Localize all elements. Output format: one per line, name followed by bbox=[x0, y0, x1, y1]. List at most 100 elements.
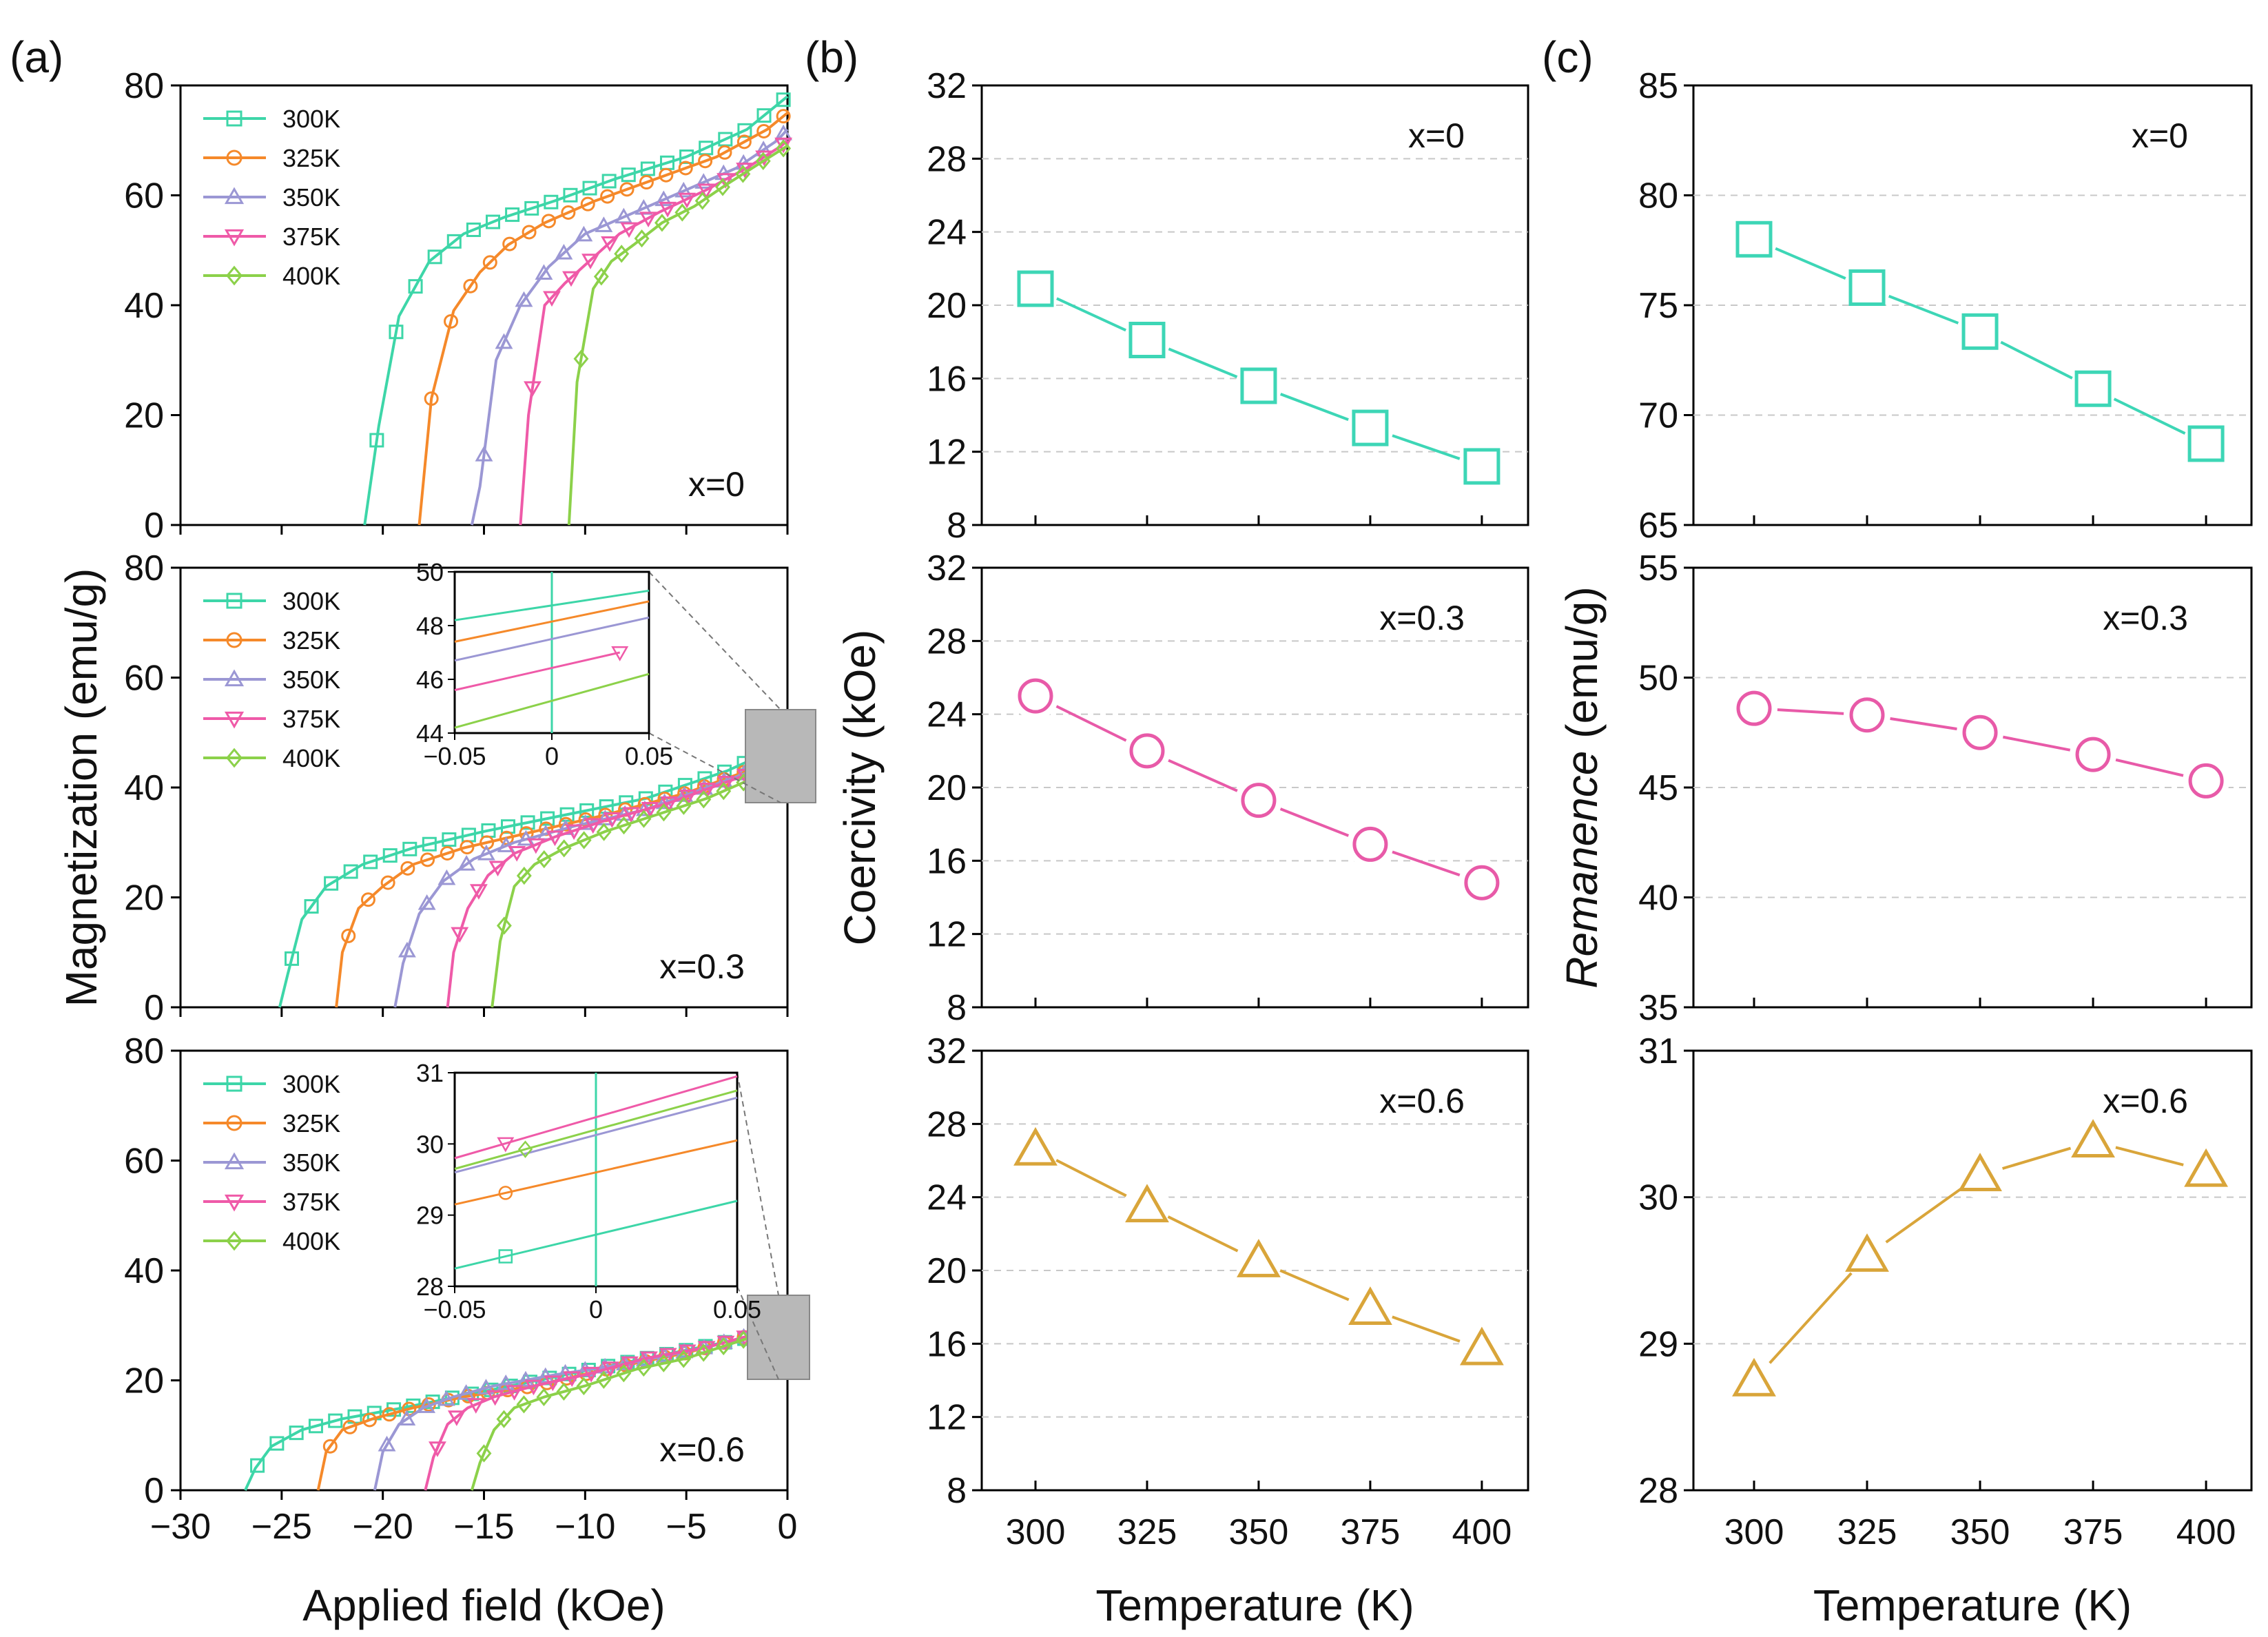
panel-a-0: 0 20 40 60 80 x=0 300K 325K 350K 375K 400K bbox=[124, 66, 793, 546]
y-tick-label: 80 bbox=[124, 548, 164, 588]
y-tick-label: 28 bbox=[927, 621, 967, 661]
inset-data-point-325K bbox=[498, 1186, 513, 1200]
data-point-375K bbox=[526, 838, 545, 854]
composition-label: x=0.6 bbox=[2103, 1082, 2188, 1120]
panel-c-1: 35 40 45 50 55 x=0.3 bbox=[1638, 548, 2253, 1028]
x-axis-label-b: Temperature (K) bbox=[1095, 1581, 1414, 1630]
y-tick-label: 28 bbox=[1638, 1471, 1678, 1511]
data-point-400K bbox=[776, 139, 792, 158]
inset-series-350K bbox=[454, 616, 650, 662]
data-point-300K bbox=[540, 811, 555, 826]
legend-marker bbox=[224, 711, 245, 729]
inset-x-tick-label: −0.05 bbox=[423, 1295, 486, 1324]
data-point-325K bbox=[424, 391, 439, 406]
y-axis-label-a: Magnetization (emu/g) bbox=[56, 568, 106, 1007]
series-line-300K bbox=[278, 742, 788, 1008]
data-point-325K bbox=[360, 892, 375, 907]
legend-label: 325K bbox=[282, 144, 340, 172]
composition-label: x=0 bbox=[1408, 116, 1465, 155]
marker-mask bbox=[2183, 1147, 2230, 1195]
data-point-400K bbox=[755, 152, 771, 170]
legend-label: 350K bbox=[282, 1149, 340, 1177]
data-point bbox=[1736, 690, 1772, 726]
composition-label: x=0 bbox=[2132, 116, 2188, 155]
panel-b-2: 8 12 16 20 24 28 32 300 325 350 375 400 x=0.6 bbox=[927, 1031, 1529, 1552]
data-point-350K bbox=[457, 855, 476, 871]
data-point-350K bbox=[497, 1375, 515, 1390]
data-point-375K bbox=[582, 1366, 601, 1383]
data-point-375K bbox=[601, 1361, 619, 1377]
x-tick-label: 350 bbox=[1229, 1512, 1289, 1552]
data-point-300K bbox=[386, 1402, 402, 1417]
data-point-300K bbox=[389, 325, 404, 340]
data-point-400K bbox=[676, 1350, 692, 1368]
inset-data-point-375K bbox=[497, 1137, 515, 1153]
data-point-375K bbox=[698, 783, 717, 799]
data-point-350K bbox=[477, 844, 495, 861]
data-point-300K bbox=[324, 876, 339, 891]
data-point-375K bbox=[659, 1348, 677, 1364]
data-point-375K bbox=[639, 212, 657, 228]
data-point-350K bbox=[575, 225, 593, 242]
data-point-400K bbox=[576, 1377, 592, 1396]
data-point-400K bbox=[516, 866, 532, 885]
data-point-400K bbox=[616, 1364, 632, 1383]
data-point bbox=[1129, 733, 1165, 769]
data-point-300K bbox=[328, 1413, 343, 1428]
y-tick-label: 45 bbox=[1638, 768, 1678, 808]
y-axis-label-italic: Remanence bbox=[1557, 751, 1607, 989]
data-point-300K bbox=[520, 815, 535, 830]
data-point bbox=[1958, 1153, 2002, 1191]
panel-b-0: 8 12 16 20 24 28 32 x=0 bbox=[927, 66, 1529, 546]
y-tick-label: 40 bbox=[124, 1251, 164, 1291]
marker-mask bbox=[1844, 1232, 1891, 1279]
data-point-350K bbox=[555, 243, 573, 260]
data-point bbox=[1459, 1326, 1504, 1366]
data-point-375K bbox=[508, 845, 526, 862]
data-point-375K bbox=[524, 381, 542, 397]
data-point-350K bbox=[497, 836, 515, 852]
inset: 28 29 30 31 −0.05 0 0.05 bbox=[416, 1059, 810, 1380]
data-point bbox=[1962, 714, 1998, 750]
data-point-375K bbox=[563, 1371, 581, 1388]
data-point-375K bbox=[562, 271, 580, 287]
x-axis-label-a: Applied field (kOe) bbox=[302, 1581, 665, 1630]
data-point-375K bbox=[565, 824, 584, 841]
legend-label: 375K bbox=[282, 705, 340, 733]
data-point-375K bbox=[451, 927, 469, 943]
data-point-300K bbox=[422, 836, 437, 852]
inset-series-400K bbox=[454, 672, 650, 729]
data-point-350K bbox=[674, 181, 693, 198]
marker-mask bbox=[1346, 1285, 1394, 1332]
data-point-375K bbox=[544, 1375, 562, 1392]
data-point-350K bbox=[475, 445, 493, 462]
data-point-375K bbox=[466, 1398, 485, 1414]
data-point-325K bbox=[380, 875, 395, 890]
data-point-350K bbox=[437, 869, 456, 885]
data-point-300K bbox=[505, 207, 520, 223]
inset-y-tick-label: 44 bbox=[416, 719, 444, 748]
data-point-350K bbox=[437, 1390, 455, 1406]
data-point-400K bbox=[576, 831, 592, 850]
data-point-325K bbox=[756, 123, 772, 138]
inset-data-point-400K bbox=[517, 1140, 533, 1158]
y-tick-label: 32 bbox=[927, 66, 967, 106]
data-point-300K bbox=[582, 181, 597, 196]
data-point bbox=[1348, 1286, 1392, 1326]
marker-mask bbox=[1012, 265, 1059, 313]
marker-mask bbox=[1235, 362, 1282, 409]
data-point-375K bbox=[621, 1356, 639, 1372]
x-tick-label: −15 bbox=[453, 1507, 514, 1547]
data-point-400K bbox=[476, 1444, 492, 1463]
legend-marker bbox=[226, 593, 243, 609]
data-point-350K bbox=[535, 264, 553, 280]
inset-series-300K bbox=[454, 589, 650, 621]
data-point-375K bbox=[505, 1385, 524, 1401]
legend-label: 300K bbox=[282, 105, 340, 133]
data-point-300K bbox=[363, 854, 378, 869]
x-tick-label: 300 bbox=[1006, 1512, 1066, 1552]
zoom-connector bbox=[736, 1072, 779, 1296]
data-point-350K bbox=[477, 1379, 495, 1394]
y-tick-label: 0 bbox=[144, 506, 164, 546]
panel-b-1: 8 12 16 20 24 28 32 x=0.3 bbox=[927, 548, 1529, 1028]
